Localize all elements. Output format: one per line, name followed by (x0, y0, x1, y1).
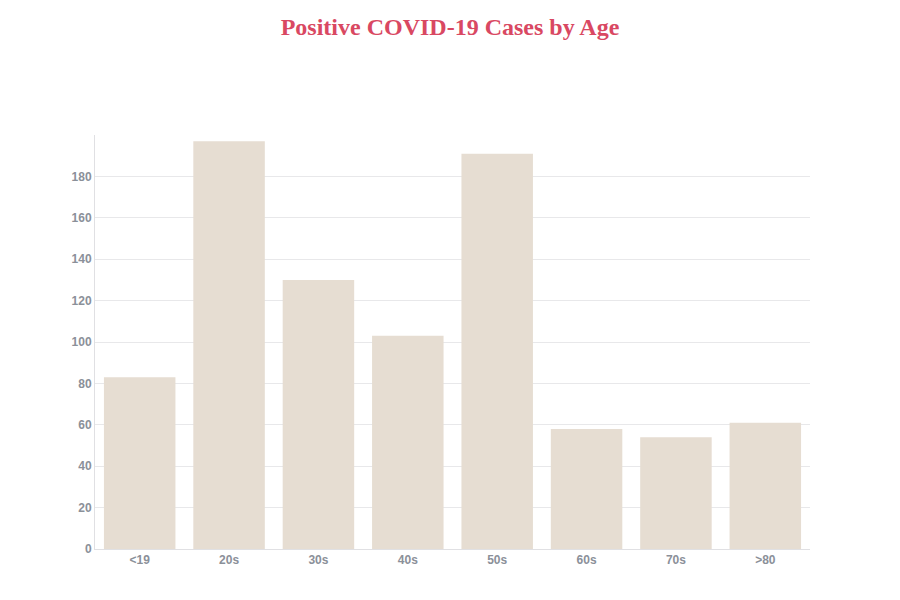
svg-text:30s: 30s (308, 553, 328, 567)
svg-text:20s: 20s (219, 553, 239, 567)
svg-text:70s: 70s (666, 553, 686, 567)
svg-text:140: 140 (72, 252, 92, 266)
svg-text:100: 100 (72, 335, 92, 349)
svg-text:40s: 40s (398, 553, 418, 567)
svg-text:180: 180 (72, 170, 92, 184)
svg-text:60s: 60s (577, 553, 597, 567)
svg-text:20: 20 (78, 501, 92, 515)
svg-text:Positive COVID-19 Cases by Age: Positive COVID-19 Cases by Age (281, 14, 620, 40)
svg-text:80: 80 (78, 377, 92, 391)
svg-text:>80: >80 (755, 553, 776, 567)
svg-text:40: 40 (78, 459, 92, 473)
svg-text:160: 160 (72, 211, 92, 225)
svg-text:60: 60 (78, 418, 92, 432)
svg-text:50s: 50s (487, 553, 507, 567)
svg-text:120: 120 (72, 294, 92, 308)
svg-text:<19: <19 (130, 553, 151, 567)
svg-text:0: 0 (85, 542, 92, 556)
